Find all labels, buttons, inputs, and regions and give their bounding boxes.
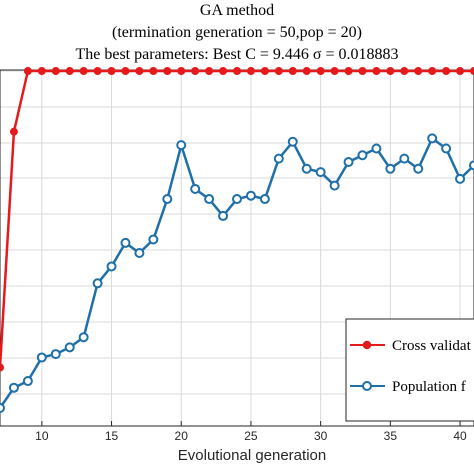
series-1-point-21: [287, 136, 298, 147]
legend-marker-population-fitness: [362, 381, 372, 391]
series-1-point-16: [218, 210, 229, 221]
series-0-point-29: [400, 67, 409, 75]
series-1-point-32: [441, 143, 452, 154]
series-1-point-26: [357, 150, 368, 161]
x-axis-label: Evolutional generation: [178, 447, 326, 464]
series-1-point-30: [413, 163, 424, 174]
x-axis-ticks: 10 15 20 25 30 35 40: [35, 421, 467, 443]
series-0-point-24: [330, 67, 339, 75]
series-1-point-9: [120, 237, 131, 248]
series-1-point-27: [371, 143, 382, 154]
x-tick-label-3: 25: [244, 429, 258, 443]
chart-title: GA method: [199, 2, 275, 19]
series-1-point-17: [232, 194, 242, 205]
series-1-point-23: [315, 167, 326, 178]
series-1-point-29: [399, 153, 410, 164]
series-1-point-34: [469, 160, 474, 171]
series-0-point-23: [316, 67, 325, 75]
series-0-point-15: [205, 67, 214, 75]
legend-label-population-fitness: Population f: [392, 379, 466, 395]
series-0-point-18: [246, 67, 255, 75]
series-0-point-32: [442, 67, 451, 75]
series-0-point-26: [358, 67, 367, 75]
series-0-point-9: [121, 67, 130, 75]
series-0-point-28: [386, 67, 395, 75]
series-1-point-13: [176, 140, 187, 151]
series-1-point-22: [301, 163, 312, 174]
series-0-point-0: [0, 363, 4, 372]
series-0-point-34: [470, 67, 474, 75]
series-0-point-2: [23, 67, 32, 75]
series-1-point-15: [204, 194, 215, 205]
x-tick-label-6: 40: [453, 429, 467, 443]
series-1-point-2: [22, 376, 33, 387]
series-0-point-22: [302, 67, 311, 75]
best-parameters-text: The best parameters: Best C = 9.446 σ = …: [75, 46, 399, 63]
series-1-point-28: [385, 163, 396, 174]
series-1-point-6: [78, 332, 89, 343]
series-0-point-16: [219, 67, 228, 75]
series-1-point-20: [273, 153, 284, 164]
series-0-point-25: [344, 67, 353, 75]
legend-marker-cross-validation: [362, 340, 372, 350]
series-0-point-6: [79, 67, 88, 75]
series-1-point-1: [8, 382, 19, 393]
series-1-point-7: [92, 278, 103, 289]
series-0-point-5: [65, 67, 74, 75]
series-1-point-5: [64, 342, 75, 353]
series-1-point-11: [148, 234, 159, 245]
series-0-point-33: [456, 67, 465, 75]
series-1-point-24: [329, 180, 340, 191]
series-0-point-11: [149, 67, 158, 75]
series-0-point-4: [51, 67, 60, 75]
series-1-point-18: [245, 190, 256, 201]
series-0-point-13: [177, 67, 186, 75]
x-tick-label-2: 20: [175, 429, 189, 443]
series-0-point-3: [37, 67, 46, 75]
series-0-point-21: [288, 67, 297, 75]
series-1-point-25: [343, 156, 354, 167]
series-1-point-4: [50, 349, 61, 360]
series-1-point-33: [455, 173, 466, 184]
chart-subtitle: (termination generation = 50,pop = 20): [112, 24, 362, 41]
series-0-point-7: [93, 67, 102, 75]
series-1-point-0: [0, 403, 5, 413]
series-1-point-31: [427, 133, 438, 144]
x-tick-label-4: 30: [314, 429, 328, 443]
x-tick-label-1: 15: [105, 429, 119, 443]
series-1-point-10: [134, 247, 145, 258]
legend-box: [345, 318, 474, 422]
series-0-point-1: [9, 127, 18, 136]
series-0-point-30: [414, 67, 423, 75]
series-0-point-17: [233, 67, 241, 75]
series-0-point-8: [107, 67, 116, 75]
series-1-point-14: [190, 183, 201, 194]
series-layer: [0, 67, 474, 413]
series-1-point-12: [162, 194, 173, 205]
series-0-point-14: [191, 67, 200, 75]
series-0-point-10: [135, 67, 144, 75]
series-0-point-20: [274, 67, 283, 75]
series-1-point-19: [259, 194, 270, 205]
series-0-point-31: [428, 67, 437, 75]
series-0-point-19: [260, 67, 269, 75]
x-tick-label-0: 10: [35, 429, 49, 443]
x-tick-label-5: 35: [384, 429, 398, 443]
series-0-point-27: [372, 67, 381, 75]
legend: Cross validat Population f: [345, 318, 474, 422]
series-1-point-3: [36, 352, 47, 363]
legend-label-cross-validation: Cross validat: [392, 338, 472, 354]
series-1-point-8: [106, 261, 117, 272]
series-0-point-12: [163, 67, 172, 75]
